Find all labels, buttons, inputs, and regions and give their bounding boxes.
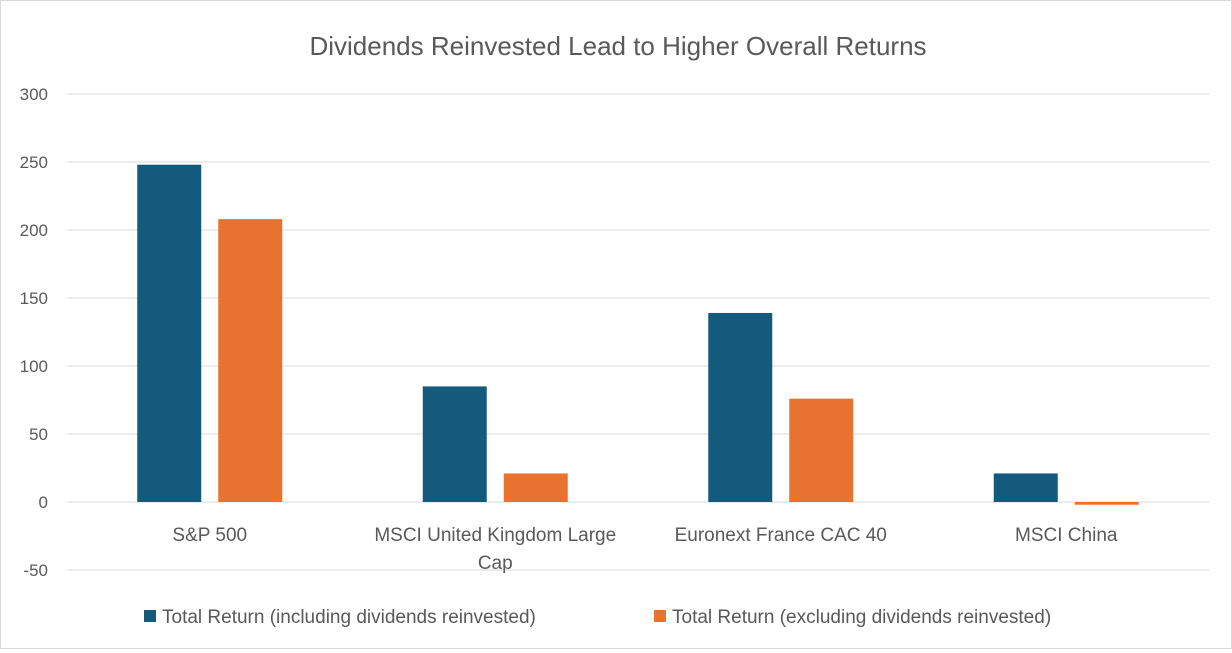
bar-series-1-category-3 (708, 312, 773, 502)
y-tick-label: 0 (39, 493, 48, 512)
y-tick-label: 100 (20, 357, 48, 376)
bar-series-2-category-4 (1074, 502, 1139, 505)
category-label: MSCI China (1015, 525, 1118, 546)
legend: Total Return (including dividends reinve… (144, 607, 1051, 628)
bar-series-1-category-1 (137, 164, 202, 502)
y-tick-label: 200 (20, 221, 48, 240)
y-tick-label: -50 (23, 561, 48, 580)
bar-series-2-category-2 (503, 473, 568, 502)
legend-label: Total Return (excluding dividends reinve… (672, 607, 1051, 628)
bar-series-1-category-2 (422, 386, 487, 502)
x-axis-category-labels: S&P 500 MSCI United Kingdom Large Cap Euron… (172, 525, 1117, 574)
category-label: S&P 500 (172, 525, 247, 546)
bar-series-2-category-3 (789, 398, 854, 502)
y-tick-label: 50 (29, 425, 48, 444)
bar-series-2-category-1 (218, 219, 283, 502)
category-label: Cap (478, 553, 513, 574)
bars (137, 164, 1139, 505)
legend-swatch (144, 610, 156, 622)
bar-series-1-category-4 (993, 473, 1058, 502)
chart-title: Dividends Reinvested Lead to Higher Over… (309, 31, 926, 61)
category-label: MSCI United Kingdom Large (374, 525, 616, 546)
legend-label: Total Return (including dividends reinve… (162, 607, 536, 628)
y-axis-tick-labels: 300 250 200 150 100 50 0 -50 (20, 85, 48, 580)
y-tick-label: 150 (20, 289, 48, 308)
y-tick-label: 250 (20, 153, 48, 172)
y-tick-label: 300 (20, 85, 48, 104)
legend-swatch (654, 610, 666, 622)
category-label: Euronext France CAC 40 (675, 525, 887, 546)
